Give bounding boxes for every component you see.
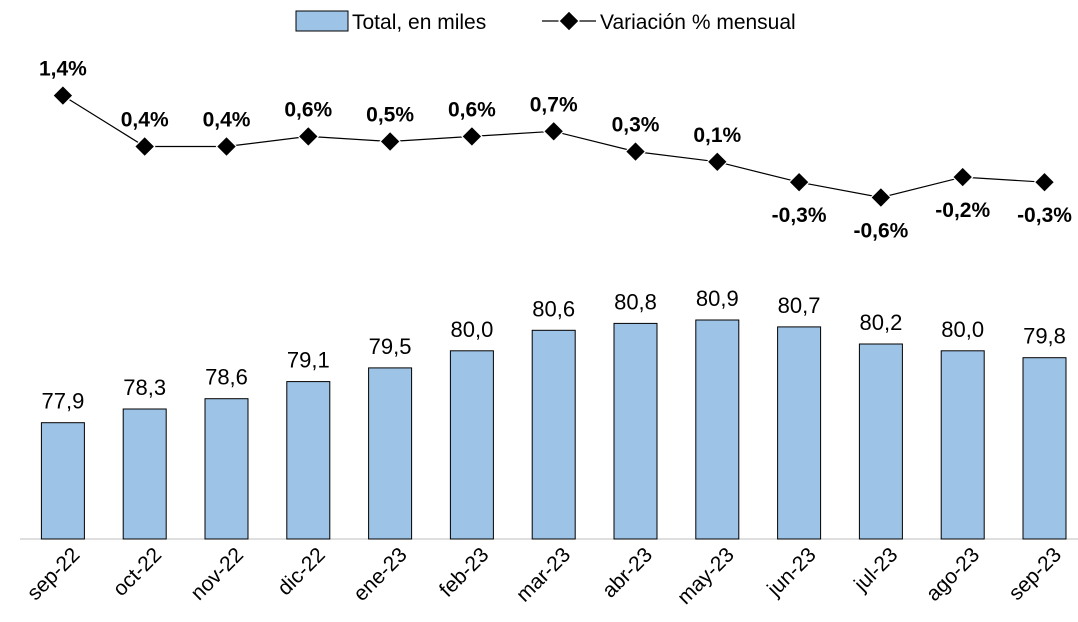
line-marker [542,120,565,143]
x-tick-label: jun-23 [762,543,820,601]
bar-value-label: 79,1 [287,348,330,373]
line-marker [706,150,729,173]
x-tick-label: ene-23 [349,543,412,606]
line-marker [788,171,810,194]
bar [204,398,249,540]
x-tick-label: feb-23 [435,543,493,601]
line-marker [624,140,647,163]
variation-label: 0,5% [366,104,414,127]
variation-label: 0,6% [284,98,332,121]
bar-value-label: 79,8 [1023,324,1066,349]
variation-label: 1,4% [39,58,87,81]
bar-value-label: 80,2 [859,310,902,335]
x-tick-label: jul-23 [849,543,902,596]
variation-label: -0,6% [853,220,908,243]
x-tick-label: nov-22 [186,543,248,605]
x-tick-label: mar-23 [512,543,575,606]
bar [1022,357,1067,540]
bar-value-label: 78,6 [205,365,248,390]
x-tick-label: abr-23 [598,543,657,602]
bar-value-label: 80,6 [532,296,575,321]
bar [613,322,658,540]
bar [40,422,85,540]
line-layer [52,84,1056,209]
bar-value-label: 80,9 [696,286,739,311]
bar [695,319,740,540]
variation-label: -0,2% [935,199,990,222]
variation-label: 0,4% [121,109,169,132]
x-tick-label: dic-22 [273,543,330,600]
bar-value-label: 80,0 [450,317,493,342]
bar [368,367,413,540]
bar-value-label: 77,9 [41,389,84,414]
x-tick-label: sep-23 [1004,543,1066,605]
x-tick-label: ago-23 [922,543,985,606]
bar [449,350,494,540]
variation-label: 0,4% [203,109,251,132]
bars-layer [40,319,1067,540]
x-tick-labels: sep-22 oct-22 nov-22 dic-22 ene-23 feb-23 mar-… [23,543,1066,609]
bar [858,343,903,540]
line-marker [1033,171,1056,194]
legend-line-label: Variación % mensual [600,11,796,34]
line-marker [870,186,892,209]
line-marker [951,166,974,188]
variation-label: 0,1% [693,124,741,147]
legend-bar-label: Total, en miles [352,11,486,34]
x-tick-label: may-23 [673,543,739,609]
line-marker [379,130,401,153]
bar-value-label: 78,3 [123,375,166,400]
line-marker [133,135,156,158]
variation-label: -0,3% [772,204,827,227]
legend: Total, en miles Variación % mensual [295,10,796,34]
bar [122,408,167,540]
line-marker [297,125,320,148]
bar [531,329,576,540]
line-marker [461,125,483,148]
bar-value-label: 80,8 [614,289,657,314]
legend-bar-swatch [295,10,349,32]
line-marker [52,84,74,107]
line-marker [215,135,238,158]
variation-label: -0,3% [1017,204,1072,227]
pct-labels-layer: 1,4% 0,4% 0,4% 0,6% 0,5% 0,6% 0,7% 0,3% 0,1% -0,3… [39,58,1072,243]
x-tick-label: oct-22 [109,543,167,601]
bar [940,350,985,540]
x-tick-label: sep-22 [23,543,85,605]
variation-label: 0,3% [612,114,660,137]
bar-labels-layer: 77,9 78,3 78,6 79,1 79,5 80,0 80,6 80,8 80,9 80,7… [41,286,1065,414]
bar-value-label: 80,7 [778,293,821,318]
variation-label: 0,6% [448,98,496,121]
bar [777,326,822,540]
bar [286,381,331,540]
bar-value-label: 80,0 [941,317,984,342]
bar-value-label: 79,5 [369,334,412,359]
variation-label: 0,7% [530,93,578,116]
legend-line-marker [558,10,580,32]
